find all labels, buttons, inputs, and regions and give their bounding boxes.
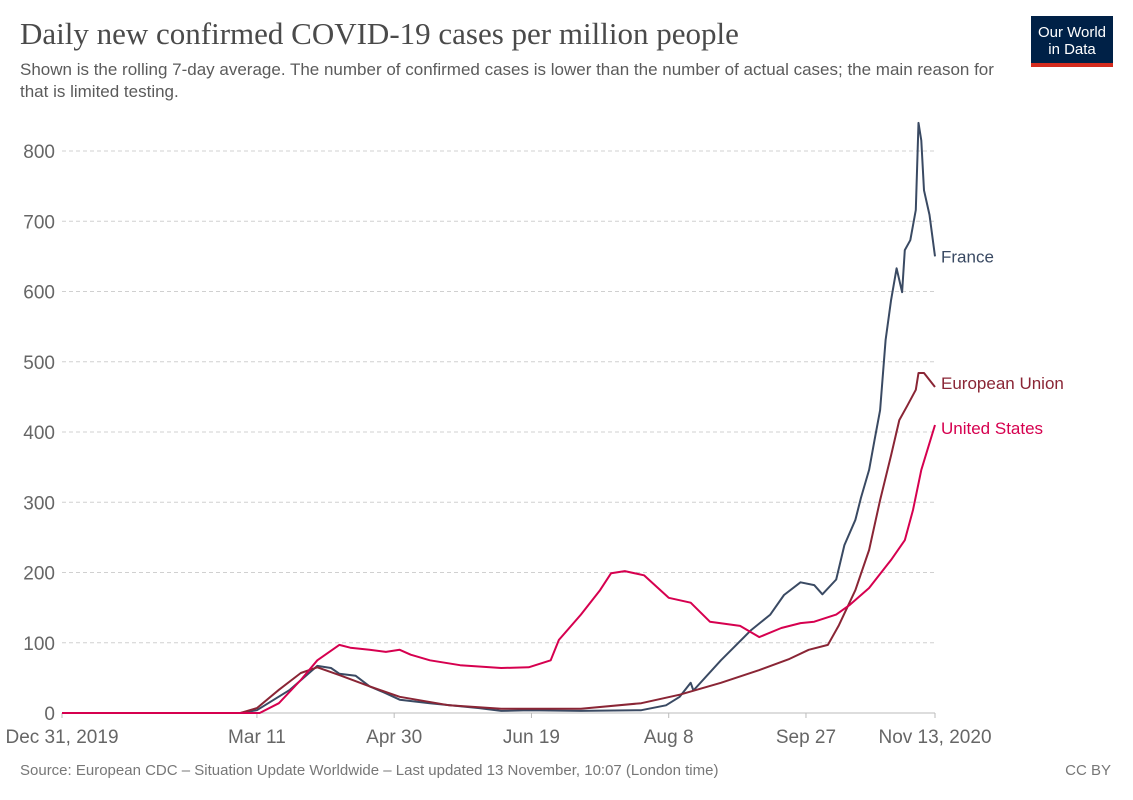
y-tick-label: 700	[23, 212, 55, 233]
y-tick-label: 600	[23, 283, 55, 304]
y-tick: 500	[23, 353, 935, 374]
x-tick: Aug 8	[644, 713, 694, 748]
source-note[interactable]: Source: European CDC – Situation Update …	[20, 762, 719, 779]
y-tick: 700	[23, 212, 935, 233]
series-line-france	[62, 121, 936, 714]
y-tick: 800	[23, 142, 935, 163]
y-tick: 600	[23, 283, 935, 304]
x-tick-label: Nov 13, 2020	[878, 727, 991, 748]
y-tick: 0	[44, 704, 55, 725]
y-tick: 100	[23, 634, 935, 655]
y-tick-label: 200	[23, 564, 55, 585]
y-tick-label: 0	[44, 704, 55, 725]
x-tick-label: Apr 30	[366, 727, 422, 748]
y-tick-label: 300	[23, 493, 55, 514]
x-tick-label: Dec 31, 2019	[5, 727, 118, 748]
y-tick-label: 500	[23, 353, 55, 374]
x-tick: Sep 27	[776, 713, 836, 748]
series-label: United States	[941, 419, 1043, 438]
x-tick-label: Mar 11	[228, 727, 286, 748]
x-tick: Nov 13, 2020	[878, 713, 992, 748]
y-tick-label: 100	[23, 634, 55, 655]
x-tick-label: Sep 27	[776, 727, 836, 748]
x-tick-label: Aug 8	[644, 727, 694, 748]
y-tick: 300	[23, 493, 935, 514]
series-label: European Union	[941, 374, 1064, 393]
x-tick: Dec 31, 2019	[5, 713, 119, 748]
y-tick-label: 800	[23, 142, 55, 163]
license-link[interactable]: CC BY	[1065, 762, 1111, 779]
series-label: France	[941, 247, 994, 266]
x-tick: Mar 11	[228, 713, 286, 748]
x-tick: Jun 19	[503, 713, 560, 748]
owid-logo[interactable]: Our World in Data	[1031, 16, 1113, 67]
chart-subtitle: Shown is the rolling 7-day average. The …	[20, 60, 994, 101]
chart-title: Daily new confirmed COVID-19 cases per m…	[20, 16, 739, 51]
y-tick: 200	[23, 564, 935, 585]
series-line-european-union	[62, 372, 936, 714]
y-tick-label: 400	[23, 423, 55, 444]
x-tick: Apr 30	[366, 713, 422, 748]
y-tick: 400	[23, 423, 935, 444]
series-line-united-states	[62, 424, 936, 714]
x-tick-label: Jun 19	[503, 727, 560, 748]
